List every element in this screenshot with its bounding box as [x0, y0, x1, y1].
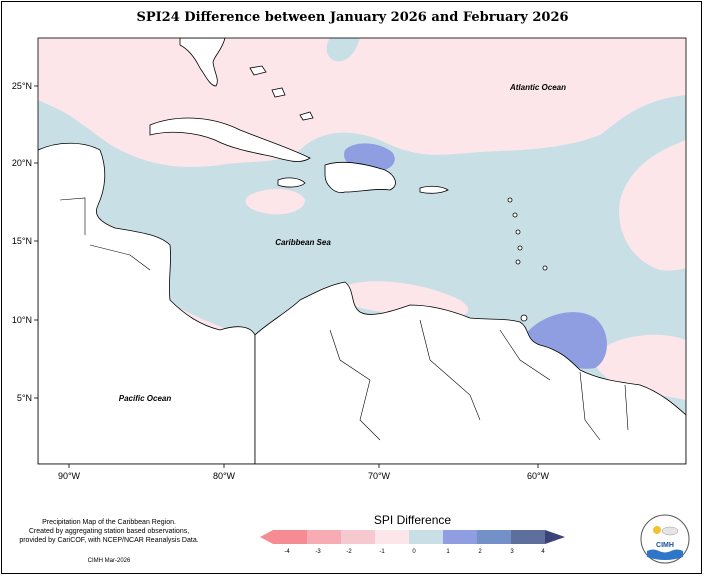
lon-axis: 90°W 80°W 70°W 60°W	[58, 464, 550, 481]
legend-tick: -4	[284, 549, 290, 555]
legend-tick: 4	[541, 549, 545, 555]
lat-tick-label: 25°N	[12, 81, 32, 91]
map-credit: Precipitation Map of the Caribbean Regio…	[14, 518, 204, 545]
cuba-land	[149, 117, 311, 162]
legend-swatch	[409, 530, 443, 544]
bahamas-land	[249, 65, 267, 76]
cloud-icon	[661, 526, 679, 536]
legend-swatch	[341, 530, 375, 544]
spi-pink-dot	[536, 42, 550, 54]
map-title: SPI24 Difference between January 2026 an…	[136, 10, 569, 25]
legend-swatch	[511, 530, 545, 544]
legend-swatch	[477, 530, 511, 544]
antilles-island	[542, 265, 548, 271]
legend-tick: -2	[346, 549, 352, 555]
legend-tick: 0	[412, 549, 416, 555]
cimh-logo: CIMH	[640, 514, 690, 564]
legend-arrow-left	[260, 530, 273, 544]
map-border	[37, 37, 687, 465]
antilles-island	[515, 229, 521, 235]
legend-tick: 3	[510, 549, 514, 555]
antilles-island	[515, 259, 521, 265]
spi-pink-dot	[284, 73, 300, 83]
country-borders	[59, 197, 629, 441]
lat-tick-label: 5°N	[17, 393, 32, 403]
spi-light-pink-zone-east	[619, 140, 686, 271]
land-masses	[38, 38, 686, 464]
spi-light-pink-zone-atlantic	[433, 38, 602, 121]
lon-tick-label: 80°W	[213, 471, 236, 481]
credit-line: Created by aggregating station based obs…	[28, 528, 190, 535]
sun-icon	[653, 526, 661, 534]
antilles-island	[517, 245, 523, 251]
credit-date: CIMH Mar-2026	[87, 558, 131, 564]
spi-light-pink-patch	[245, 188, 305, 215]
legend-swatch	[443, 530, 477, 544]
credit-line: provided by CariCOF, with NCEP/NCAR Rean…	[19, 537, 199, 544]
lat-tick-label: 15°N	[12, 236, 32, 246]
legend-swatch	[273, 530, 307, 544]
bahamas-land	[271, 87, 286, 98]
lon-tick-label: 60°W	[527, 471, 550, 481]
lon-tick-label: 90°W	[58, 471, 81, 481]
lat-axis: 25°N 20°N 15°N 10°N 5°N	[12, 81, 38, 403]
spi-light-pink-zone-guiana	[594, 334, 686, 400]
trinidad-land	[520, 314, 528, 322]
logo-text: CIMH	[656, 542, 674, 549]
label-atlantic-ocean: Atlantic Ocean	[509, 83, 566, 92]
antilles-island	[507, 197, 513, 203]
hispaniola-land	[324, 161, 396, 193]
legend-swatch	[307, 530, 341, 544]
spi-neutral-patch	[326, 38, 360, 62]
central-america-land	[38, 142, 256, 464]
legend-tick: 1	[446, 549, 450, 555]
legend-arrow-right	[545, 530, 565, 544]
legend-swatch	[375, 530, 409, 544]
waves-icon	[647, 549, 683, 560]
legend-colorbar: -4 -3 -2 -1 0 1 2 3 4	[260, 530, 565, 555]
legend-title: SPI Difference	[373, 513, 452, 527]
label-pacific-ocean: Pacific Ocean	[119, 394, 172, 403]
florida-land	[179, 38, 226, 87]
credit-line: Precipitation Map of the Caribbean Regio…	[42, 519, 176, 526]
puerto-rico-land	[419, 185, 449, 194]
bahamas-land	[299, 111, 314, 121]
lat-tick-label: 10°N	[12, 315, 32, 325]
map-plot-area	[38, 38, 686, 464]
lat-tick-label: 20°N	[12, 158, 32, 168]
legend-tick: -1	[379, 549, 385, 555]
label-caribbean-sea: Caribbean Sea	[275, 238, 331, 247]
lon-tick-label: 70°W	[368, 471, 391, 481]
antilles-island	[512, 212, 518, 218]
legend-tick: 2	[478, 549, 482, 555]
south-america-land	[254, 281, 686, 464]
legend-tick: -3	[315, 549, 321, 555]
jamaica-land	[277, 177, 306, 188]
